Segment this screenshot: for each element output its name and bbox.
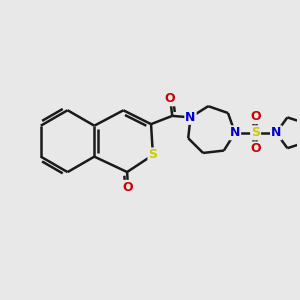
Text: N: N	[185, 111, 196, 124]
Text: N: N	[271, 126, 281, 139]
Text: S: S	[251, 126, 260, 139]
Text: O: O	[250, 110, 261, 123]
Text: S: S	[148, 148, 158, 161]
Text: O: O	[250, 142, 261, 155]
Text: N: N	[230, 126, 240, 139]
Text: O: O	[123, 181, 133, 194]
Text: O: O	[165, 92, 175, 105]
